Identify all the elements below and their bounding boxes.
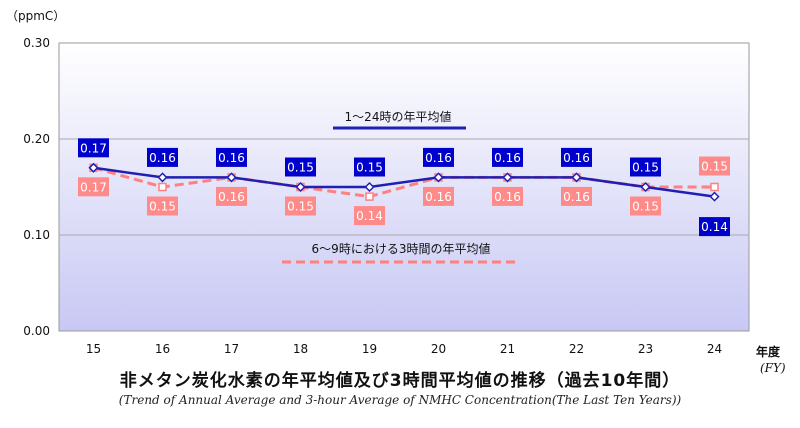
data-label-series-2-17-box <box>216 186 247 206</box>
data-label-series-1-18: 0.15 <box>285 157 316 177</box>
data-label-series-2-18-box <box>285 196 316 216</box>
data-label-series-2-24-text: 0.15 <box>701 160 728 174</box>
data-label-series-2-23: 0.15 <box>630 196 661 216</box>
data-label-series-2-18-text: 0.15 <box>287 200 314 214</box>
series-1-marker-18 <box>295 181 306 193</box>
x-tick-label-17: 17 <box>224 342 239 356</box>
data-label-series-2-19-text: 0.14 <box>356 209 383 223</box>
data-label-series-2-16: 0.15 <box>147 196 178 216</box>
data-label-series-1-19-box <box>354 157 385 177</box>
y-tick-label-0.00: 0.00 <box>23 324 50 338</box>
series-2-marker-16 <box>158 182 167 192</box>
data-label-series-2-24-box <box>699 156 730 176</box>
series-1-marker-17 <box>226 172 237 183</box>
data-label-series-2-15-text: 0.17 <box>80 180 107 194</box>
x-tick-label-24: 24 <box>707 342 722 356</box>
data-label-series-1-19-text: 0.15 <box>356 161 383 175</box>
data-label-series-1-20-text: 0.16 <box>425 151 452 165</box>
data-label-series-1-20: 0.16 <box>423 147 454 167</box>
series-1-marker-20 <box>433 172 444 183</box>
data-label-series-1-21-box <box>492 147 523 167</box>
data-label-series-1-24-box <box>699 217 730 237</box>
data-label-series-1-22-text: 0.16 <box>563 151 590 165</box>
data-label-series-2-24: 0.15 <box>699 156 730 176</box>
data-label-series-2-17-text: 0.16 <box>218 190 245 204</box>
series-1-marker-22 <box>571 172 582 183</box>
x-tick-label-15: 15 <box>86 342 101 356</box>
x-tick-label-16: 16 <box>155 342 170 356</box>
data-label-series-2-22: 0.16 <box>561 186 592 206</box>
y-unit-label: （ppmC） <box>6 9 65 23</box>
data-label-series-1-24-text: 0.14 <box>701 220 728 234</box>
data-label-series-1-17: 0.16 <box>216 147 247 167</box>
x-tick-label-20: 20 <box>431 342 446 356</box>
y-tick-label-0.10: 0.10 <box>23 228 50 242</box>
data-label-series-1-23-text: 0.15 <box>632 161 659 175</box>
data-label-series-2-15-box <box>78 177 109 197</box>
data-label-series-2-23-box <box>630 196 661 216</box>
y-tick-label-0.20: 0.20 <box>23 132 50 146</box>
data-label-series-1-18-text: 0.15 <box>287 161 314 175</box>
data-label-series-2-22-text: 0.16 <box>563 190 590 204</box>
x-unit-label-en: (FY) <box>760 361 786 375</box>
data-label-series-1-22-box <box>561 147 592 167</box>
data-label-series-1-15-box <box>78 138 109 158</box>
x-tick-label-22: 22 <box>569 342 584 356</box>
series-1-line <box>93 166 715 198</box>
x-tick-label-18: 18 <box>293 342 308 356</box>
data-label-series-2-20-box <box>423 186 454 206</box>
data-label-series-1-15-text: 0.17 <box>80 141 107 155</box>
data-label-series-2-17: 0.16 <box>216 186 247 206</box>
data-label-series-1-16-text: 0.16 <box>149 151 176 165</box>
data-label-series-1-21-text: 0.16 <box>494 151 521 165</box>
series-2-marker-19 <box>365 192 374 201</box>
series-1-marker-15 <box>88 162 99 173</box>
data-label-series-1-16: 0.16 <box>147 147 178 167</box>
data-label-series-2-21-box <box>492 186 523 206</box>
series-1-marker-23 <box>640 181 651 193</box>
data-label-series-1-23: 0.15 <box>630 157 661 177</box>
data-label-series-2-15: 0.17 <box>78 177 109 197</box>
series-1-marker-19 <box>364 181 375 193</box>
data-label-series-2-18: 0.15 <box>285 196 316 216</box>
data-label-series-1-19: 0.15 <box>354 157 385 177</box>
data-label-series-1-23-box <box>630 157 661 177</box>
data-label-series-2-20: 0.16 <box>423 186 454 206</box>
data-label-series-1-22: 0.16 <box>561 147 592 167</box>
x-tick-label-19: 19 <box>362 342 377 356</box>
data-label-series-2-16-box <box>147 196 178 216</box>
y-tick-label-0.30: 0.30 <box>23 36 50 50</box>
data-label-series-2-19-box <box>354 206 385 226</box>
data-label-series-1-20-box <box>423 147 454 167</box>
x-tick-label-21: 21 <box>500 342 515 356</box>
series-1-marker-24 <box>709 191 720 202</box>
data-label-series-2-16-text: 0.15 <box>149 200 176 214</box>
chart-title: 非メタン炭化水素の年平均値及び3時間平均値の推移（過去10年間） <box>119 371 681 391</box>
data-label-series-2-21-text: 0.16 <box>494 190 521 204</box>
data-label-series-2-19: 0.14 <box>354 206 385 226</box>
series-2-marker-24 <box>710 182 719 192</box>
data-label-series-1-16-box <box>147 147 178 167</box>
data-label-series-1-15: 0.17 <box>78 138 109 158</box>
series-1-marker-16 <box>157 172 168 183</box>
x-tick-label-23: 23 <box>638 342 653 356</box>
series-1-marker-21 <box>502 172 513 183</box>
data-label-series-1-17-text: 0.16 <box>218 151 245 165</box>
legend-label-series-1: 1～24時の年平均値 <box>345 109 452 124</box>
data-label-series-2-23-text: 0.15 <box>632 200 659 214</box>
chart-subtitle: (Trend of Annual Average and 3-hour Aver… <box>118 393 682 407</box>
data-label-series-2-22-box <box>561 186 592 206</box>
x-unit-label: 年度 <box>756 344 781 359</box>
data-label-series-2-20-text: 0.16 <box>425 190 452 204</box>
legend-label-series-2: 6～9時における3時間の年平均値 <box>312 241 491 256</box>
data-label-series-2-21: 0.16 <box>492 186 523 206</box>
data-label-series-1-18-box <box>285 157 316 177</box>
data-label-series-1-24: 0.14 <box>699 217 730 237</box>
data-label-series-1-21: 0.16 <box>492 147 523 167</box>
data-label-series-1-17-box <box>216 147 247 167</box>
